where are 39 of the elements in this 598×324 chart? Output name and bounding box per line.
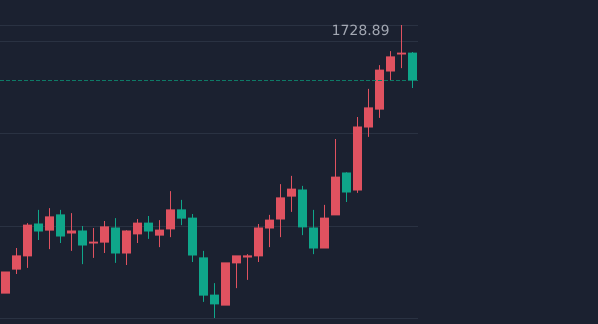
candlestick: [353, 116, 362, 194]
candlestick: [100, 220, 109, 254]
candlestick: [287, 175, 296, 212]
candlestick: [67, 212, 76, 252]
candlestick: [56, 209, 65, 244]
candlestick: [298, 185, 307, 236]
candlestick: [364, 88, 373, 138]
candlestick: [166, 190, 175, 238]
candlestick: [133, 218, 142, 244]
candlestick: [408, 51, 417, 88]
candlestick: [375, 64, 384, 118]
candlestick: [78, 226, 87, 265]
candlestick: [320, 204, 329, 248]
candlestick: [1, 272, 10, 294]
candlestick: [331, 138, 340, 216]
candlestick: [89, 228, 98, 258]
candlestick: [177, 199, 186, 226]
candlestick: [122, 230, 131, 266]
candlestick: [155, 220, 164, 248]
candlestick: [309, 209, 318, 255]
candlestick: [276, 184, 285, 238]
candlestick: [34, 209, 43, 241]
candlestick: [188, 213, 197, 263]
candlestick: [199, 250, 208, 302]
candlestick: [386, 50, 395, 81]
candlestick: [45, 208, 54, 250]
candlestick: [243, 254, 252, 280]
candlestick: [232, 255, 241, 289]
candlestick: [265, 214, 274, 248]
candlestick: [111, 218, 120, 264]
candlestick: [210, 282, 219, 318]
candlestick: [397, 24, 406, 69]
candlestick: [254, 223, 263, 263]
candlestick: [23, 222, 32, 268]
annotation: 1728.89: [332, 23, 390, 39]
candlestick: [144, 216, 153, 240]
candlestick: [221, 262, 230, 306]
candlestick: [342, 172, 351, 202]
candlestick: [12, 247, 21, 275]
